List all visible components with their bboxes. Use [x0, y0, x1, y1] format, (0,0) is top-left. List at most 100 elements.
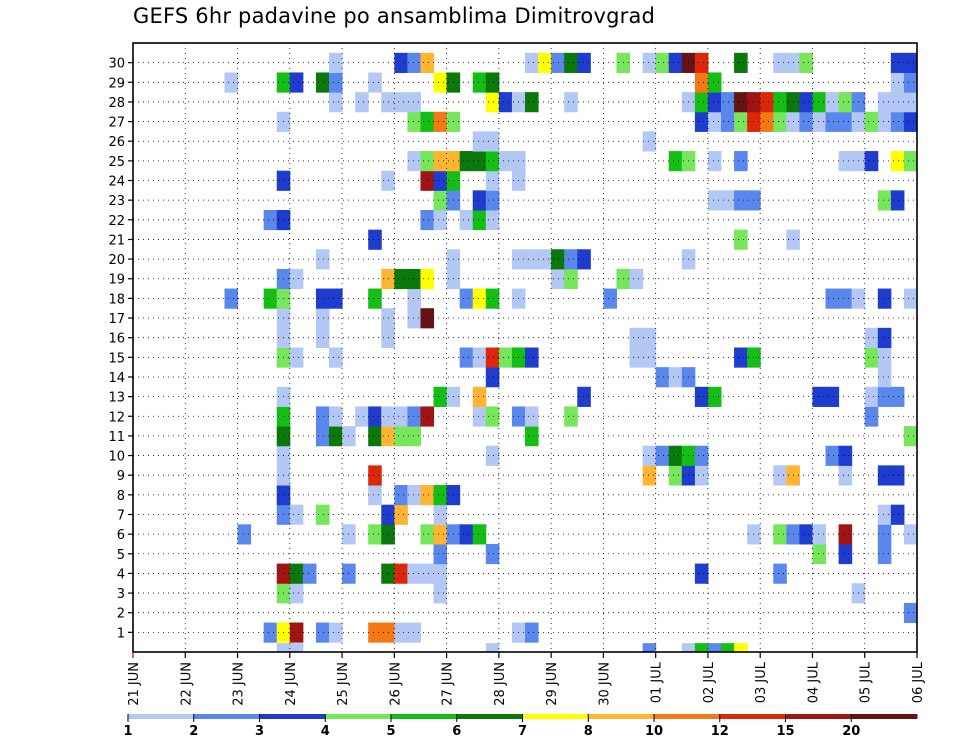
heatmap-cell: [525, 347, 539, 368]
legend-swatch: [588, 714, 655, 719]
heatmap-cell: [877, 327, 892, 348]
heatmap-cell: [315, 622, 330, 643]
heatmap-cell: [289, 643, 304, 652]
heatmap-cell: [877, 367, 892, 388]
heatmap-cell: [407, 308, 421, 329]
heatmap-cell: [498, 151, 513, 172]
heatmap-cell: [864, 386, 879, 407]
legend-label: 10: [645, 724, 663, 739]
heatmap-cell: [485, 190, 500, 211]
y-tick-label: 14: [108, 371, 125, 386]
heatmap-cell: [485, 543, 500, 565]
heatmap-cell: [368, 485, 382, 506]
legend-label: 1: [123, 724, 132, 739]
heatmap-cell: [472, 347, 487, 368]
heatmap-cell: [877, 92, 892, 113]
y-tick-label: 1: [117, 626, 125, 641]
heatmap-cell: [864, 406, 879, 427]
heatmap-cell: [812, 92, 827, 113]
heatmap-cell: [289, 622, 304, 643]
heatmap-cell: [525, 406, 539, 427]
heatmap-cell: [877, 543, 892, 565]
heatmap-cell: [485, 131, 500, 152]
heatmap-cell: [368, 406, 382, 427]
y-tick-label: 19: [108, 273, 125, 288]
heatmap-cell: [433, 504, 448, 525]
y-tick-label: 20: [108, 253, 125, 268]
heatmap-cell: [694, 465, 709, 486]
heatmap-cell: [734, 229, 748, 250]
heatmap-cell: [812, 386, 827, 407]
heatmap-cell: [564, 268, 578, 290]
heatmap-cell: [773, 563, 787, 584]
heatmap-cell: [799, 111, 813, 132]
heatmap-cell: [642, 465, 657, 486]
heatmap-cell: [551, 52, 565, 73]
heatmap-cell: [825, 386, 840, 407]
heatmap-cell: [642, 445, 657, 466]
heatmap-cell: [433, 170, 448, 191]
heatmap-cell: [433, 583, 448, 604]
heatmap-cell: [564, 52, 578, 73]
heatmap-cell: [498, 92, 513, 113]
heatmap-cell: [707, 151, 722, 172]
heatmap-cell: [838, 543, 853, 565]
heatmap-cell: [368, 622, 382, 643]
x-tick-label: 01 JUL: [650, 661, 665, 703]
heatmap-cell: [668, 445, 683, 466]
heatmap-cell: [877, 111, 892, 132]
heatmap-cell: [707, 386, 722, 407]
legend-swatch: [654, 714, 721, 719]
heatmap-cell: [407, 406, 421, 427]
x-tick-label: 05 JUL: [859, 661, 874, 703]
legend-label: 3: [255, 724, 264, 739]
heatmap-cell: [459, 288, 474, 309]
heatmap-cell: [394, 563, 408, 584]
heatmap-cell: [799, 524, 813, 545]
heatmap-cell: [773, 92, 787, 113]
heatmap-cell: [394, 426, 408, 447]
heatmap-cell: [394, 406, 408, 427]
legend-label: 8: [584, 724, 593, 739]
heatmap-cell: [812, 543, 827, 565]
heatmap-cell: [315, 327, 330, 348]
heatmap-cell: [890, 386, 905, 407]
heatmap-cell: [551, 249, 565, 270]
x-tick-label: 27 JUN: [441, 662, 456, 706]
heatmap-cell: [485, 92, 500, 113]
heatmap-cell: [394, 52, 408, 73]
y-tick-label: 2: [117, 607, 125, 622]
legend-swatch: [851, 714, 918, 719]
heatmap-cell: [368, 72, 382, 93]
legend-label: 12: [711, 724, 729, 739]
heatmap-cell: [864, 347, 879, 368]
heatmap-cell: [799, 52, 813, 73]
x-tick-label: 25 JUN: [336, 662, 351, 706]
heatmap-cell: [577, 386, 591, 407]
heatmap-cell: [485, 406, 500, 427]
heatmap-cell: [642, 131, 657, 152]
x-tick-label: 21 JUN: [127, 662, 142, 706]
heatmap-cell: [433, 209, 448, 231]
heatmap-cell: [394, 622, 408, 643]
heatmap-cell: [707, 643, 722, 652]
heatmap-cell: [655, 367, 670, 388]
heatmap-cell: [629, 327, 644, 348]
heatmap-cell: [472, 151, 487, 172]
heatmap-cell: [224, 72, 239, 93]
heatmap-cell: [315, 308, 330, 329]
y-tick-label: 15: [108, 351, 125, 366]
chart-title: GEFS 6hr padavine po ansamblima Dimitrov…: [133, 4, 656, 28]
heatmap-cell: [263, 209, 278, 231]
heatmap-cell: [525, 52, 539, 73]
heatmap-cell: [890, 52, 905, 73]
x-tick-label: 06 JUL: [911, 661, 926, 703]
heatmap-cell: [877, 524, 892, 545]
heatmap-cell: [877, 190, 892, 211]
heatmap-cell: [538, 52, 552, 73]
heatmap-cell: [459, 524, 474, 545]
heatmap-cell: [668, 151, 683, 172]
heatmap-cell: [433, 485, 448, 506]
x-tick-label: 30 JUN: [597, 662, 612, 706]
heatmap-cell: [407, 288, 421, 309]
